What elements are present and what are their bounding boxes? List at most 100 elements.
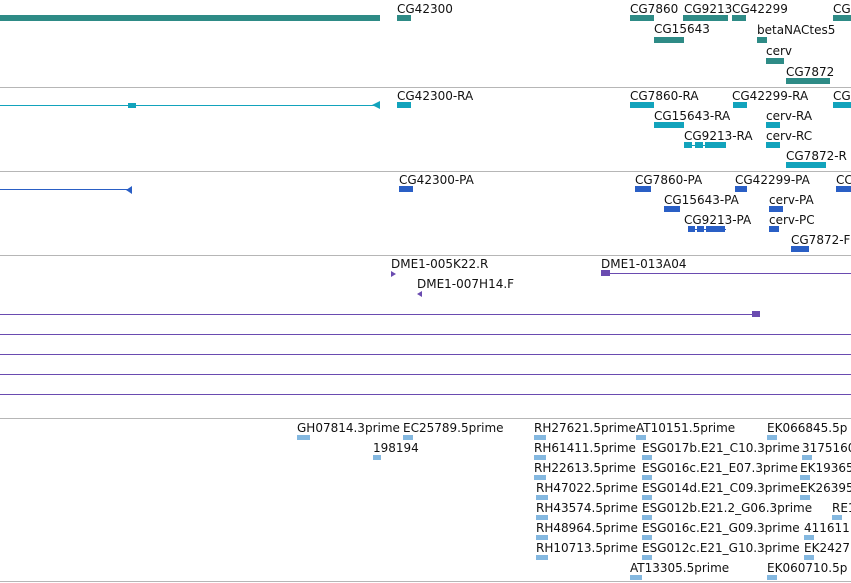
protein-block[interactable] <box>791 246 809 252</box>
est-feature[interactable] <box>642 515 652 520</box>
est-feature[interactable] <box>642 455 652 460</box>
est-feature[interactable] <box>804 555 814 560</box>
est-label[interactable]: RH22613.5prime <box>534 461 636 475</box>
est-feature[interactable] <box>373 455 381 460</box>
transcript-label[interactable]: CG42299-RA <box>732 89 809 103</box>
est-label[interactable]: 198194 <box>373 441 419 455</box>
gene-feature[interactable] <box>630 15 654 21</box>
est-label[interactable]: 3175160 <box>802 441 851 455</box>
est-feature[interactable] <box>767 435 777 440</box>
est-feature[interactable] <box>297 435 310 440</box>
est-label[interactable]: EK2427 <box>804 541 850 555</box>
gene-feature[interactable] <box>757 37 767 43</box>
est-label[interactable]: ESG017b.E21_C10.3prime <box>642 441 800 455</box>
est-feature[interactable] <box>630 575 642 580</box>
est-label[interactable]: AT13305.5prime <box>630 561 730 575</box>
est-label[interactable]: RE1 <box>832 501 851 515</box>
transcript-exon[interactable] <box>766 122 780 128</box>
est-label[interactable]: ESG014d.E21_C09.3prime <box>642 481 800 495</box>
protein-label[interactable]: CG15643-PA <box>664 193 739 207</box>
est-feature[interactable] <box>832 515 842 520</box>
protein-label[interactable]: cerv-PC <box>769 213 815 227</box>
est-label[interactable]: RH27621.5prime <box>534 421 636 435</box>
protein-block[interactable] <box>836 186 851 192</box>
gene-feature[interactable] <box>786 78 830 84</box>
protein-label[interactable]: CG42299-PA <box>735 173 810 187</box>
est-label[interactable]: EK066845.5p <box>767 421 848 435</box>
est-feature[interactable] <box>534 455 546 460</box>
est-feature[interactable] <box>800 495 810 500</box>
est-label[interactable]: ESG016c.E21_E07.3prime <box>642 461 798 475</box>
est-feature[interactable] <box>536 535 548 540</box>
gene-label[interactable]: betaNACtes5 <box>757 23 836 37</box>
est-label[interactable]: RH47022.5prime <box>536 481 638 495</box>
transcript-exon[interactable] <box>630 102 654 108</box>
clone-label[interactable]: DME1-007H14.F <box>417 277 515 291</box>
transcript-label[interactable]: CG <box>833 89 851 103</box>
transcript-label[interactable]: CG9213-RA <box>684 129 753 143</box>
transcript-label[interactable]: CG7860-RA <box>630 89 699 103</box>
transcript-label[interactable]: cerv-RA <box>766 109 813 123</box>
gene-feature[interactable] <box>0 15 380 21</box>
gene-feature[interactable] <box>397 15 411 21</box>
est-feature[interactable] <box>642 555 652 560</box>
est-feature[interactable] <box>636 435 646 440</box>
est-feature[interactable] <box>403 435 413 440</box>
gene-feature[interactable] <box>654 37 684 43</box>
transcript-exon[interactable] <box>128 103 136 108</box>
est-label[interactable]: EK19365 <box>800 461 851 475</box>
transcript-label[interactable]: CG15643-RA <box>654 109 731 123</box>
protein-block[interactable] <box>769 206 783 212</box>
clone-label[interactable]: DME1-005K22.R <box>391 257 489 271</box>
est-label[interactable]: 411611 <box>804 521 850 535</box>
est-feature[interactable] <box>642 495 652 500</box>
gene-label[interactable]: cerv <box>766 44 793 58</box>
est-label[interactable]: RH48964.5prime <box>536 521 638 535</box>
protein-label[interactable]: CG42300-PA <box>399 173 474 187</box>
protein-label[interactable]: CG7860-PA <box>635 173 703 187</box>
est-label[interactable]: ESG012b.E21.2_G06.3prime <box>642 501 813 515</box>
protein-block[interactable] <box>664 206 680 212</box>
gene-label[interactable]: CG7872 <box>786 65 835 79</box>
est-label[interactable]: RH61411.5prime <box>534 441 636 455</box>
est-feature[interactable] <box>642 475 652 480</box>
est-feature[interactable] <box>642 535 652 540</box>
transcript-exon[interactable] <box>766 142 780 148</box>
gene-label[interactable]: CG42299 <box>732 2 788 16</box>
est-feature[interactable] <box>804 535 814 540</box>
protein-block[interactable] <box>735 186 747 192</box>
est-feature[interactable] <box>536 495 548 500</box>
clone-end-marker[interactable] <box>391 271 396 277</box>
transcript-exon[interactable] <box>695 142 703 148</box>
transcript-exon[interactable] <box>833 102 851 108</box>
est-label[interactable]: ESG016c.E21_G09.3prime <box>642 521 800 535</box>
transcript-exon[interactable] <box>733 102 747 108</box>
gene-label[interactable]: CG15643 <box>654 22 710 36</box>
gene-label[interactable]: CG9213 <box>684 2 733 16</box>
est-label[interactable]: EC25789.5prime <box>403 421 504 435</box>
est-feature[interactable] <box>534 435 546 440</box>
est-feature[interactable] <box>536 555 548 560</box>
est-label[interactable]: ESG012c.E21_G10.3prime <box>642 541 800 555</box>
transcript-exon[interactable] <box>786 162 826 168</box>
est-label[interactable]: RH10713.5prime <box>536 541 638 555</box>
clone-end-marker[interactable] <box>417 291 422 297</box>
est-label[interactable]: EK26395 <box>800 481 851 495</box>
gene-feature[interactable] <box>833 15 851 21</box>
clone-label[interactable]: DME1-013A04 <box>601 257 687 271</box>
protein-label[interactable]: CG7872-F <box>791 233 851 247</box>
transcript-label[interactable]: CG42300-RA <box>397 89 474 103</box>
gene-label[interactable]: CG <box>833 2 851 16</box>
protein-block[interactable] <box>635 186 651 192</box>
gene-label[interactable]: CG7860 <box>630 2 679 16</box>
transcript-exon[interactable] <box>397 102 411 108</box>
clone-end-marker[interactable] <box>601 270 610 276</box>
est-label[interactable]: AT10151.5prime <box>636 421 736 435</box>
gene-feature[interactable] <box>766 58 784 64</box>
transcript-label[interactable]: cerv-RC <box>766 129 813 143</box>
protein-block[interactable] <box>688 226 695 232</box>
protein-block[interactable] <box>399 186 413 192</box>
protein-block[interactable] <box>706 226 725 232</box>
transcript-exon[interactable] <box>654 122 684 128</box>
est-label[interactable]: RH43574.5prime <box>536 501 638 515</box>
